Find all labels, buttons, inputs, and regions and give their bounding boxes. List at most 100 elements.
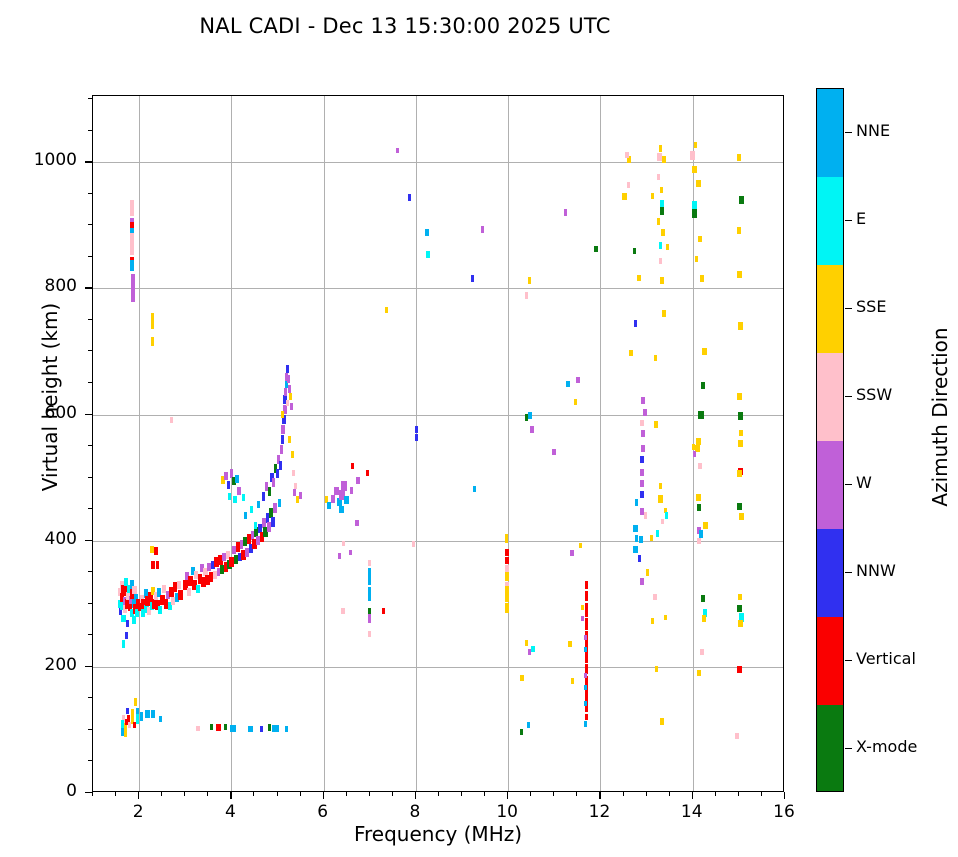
- echo-point: [640, 456, 644, 464]
- x-tick-minor: [184, 792, 186, 796]
- echo-point: [292, 489, 296, 497]
- echo-point: [666, 243, 670, 250]
- echo-point: [504, 533, 509, 543]
- echo-point: [368, 614, 372, 624]
- echo-point: [150, 546, 154, 554]
- echo-point: [270, 473, 274, 483]
- echo-point: [226, 481, 231, 490]
- echo-point: [698, 236, 702, 243]
- echo-point: [627, 156, 631, 164]
- colorbar-segment-vertical[interactable]: [817, 617, 843, 705]
- echo-point: [581, 616, 585, 622]
- echo-point: [327, 501, 332, 509]
- gridline-horizontal: [93, 288, 783, 290]
- colorbar-segment-sse[interactable]: [817, 265, 843, 353]
- echo-point: [736, 153, 742, 161]
- echo-point: [505, 564, 510, 572]
- colorbar-segment-w[interactable]: [817, 441, 843, 529]
- echo-point: [342, 540, 346, 546]
- colorbar-tick: [845, 220, 852, 222]
- x-tick-minor: [345, 792, 347, 796]
- echo-point: [243, 537, 248, 547]
- echo-point: [274, 464, 278, 474]
- echo-point: [697, 537, 702, 544]
- echo-point: [243, 511, 247, 519]
- echo-point: [663, 507, 667, 513]
- echo-point: [241, 494, 245, 502]
- echo-point: [221, 476, 225, 485]
- echo-point: [368, 593, 372, 602]
- echo-point: [285, 380, 289, 389]
- colorbar-segment-nnw[interactable]: [817, 529, 843, 617]
- echo-point: [176, 580, 181, 589]
- y-tick-minor: [88, 476, 92, 478]
- colorbar-tick: [845, 572, 852, 574]
- echo-point: [693, 141, 698, 148]
- echo-point: [155, 600, 160, 611]
- echo-point: [585, 704, 589, 713]
- echo-point: [649, 535, 653, 542]
- x-tick-minor: [553, 792, 555, 796]
- echo-point: [594, 246, 598, 253]
- colorbar-segment-e[interactable]: [817, 177, 843, 265]
- echo-point: [355, 520, 359, 527]
- x-tick-minor: [391, 792, 393, 796]
- colorbar-title: Azimuth Direction: [928, 327, 952, 507]
- echo-point: [695, 437, 701, 445]
- echo-point: [263, 526, 268, 537]
- echo-point: [285, 372, 289, 381]
- colorbar-segment-x-mode[interactable]: [817, 705, 843, 791]
- echo-point: [123, 604, 128, 613]
- azimuth-colorbar[interactable]: [816, 88, 844, 792]
- echo-point: [584, 646, 588, 652]
- echo-point: [738, 322, 743, 331]
- echo-point: [660, 207, 665, 216]
- y-tick-minor: [88, 571, 92, 573]
- echo-point: [415, 426, 419, 434]
- x-tick-minor: [207, 792, 209, 796]
- colorbar-label-w: W: [856, 473, 872, 492]
- echo-point: [658, 257, 663, 264]
- echo-point: [659, 186, 664, 193]
- echo-point: [334, 487, 339, 496]
- echo-point: [473, 485, 477, 492]
- echo-point: [121, 728, 125, 737]
- echo-point: [568, 641, 572, 648]
- colorbar-tick: [845, 660, 852, 662]
- y-tick-minor: [88, 728, 92, 730]
- echo-point: [286, 400, 290, 407]
- x-tick-label: 8: [409, 802, 421, 822]
- echo-point: [368, 607, 372, 615]
- echo-point: [738, 440, 743, 448]
- echo-point: [584, 684, 588, 690]
- echo-point: [125, 620, 129, 628]
- echo-point: [285, 725, 289, 732]
- echo-point: [256, 500, 260, 508]
- echo-point: [735, 733, 739, 740]
- echo-point: [284, 387, 288, 396]
- x-tick-major: [507, 792, 509, 799]
- y-tick-label: 200: [44, 654, 77, 675]
- echo-point: [330, 495, 336, 504]
- echo-point: [141, 598, 147, 609]
- x-tick-minor: [368, 792, 370, 796]
- x-tick-major: [138, 792, 140, 799]
- colorbar-segment-nne[interactable]: [817, 89, 843, 177]
- echo-point: [224, 724, 228, 731]
- echo-point: [702, 347, 708, 355]
- echo-point: [126, 714, 130, 723]
- x-tick-minor: [276, 792, 278, 796]
- colorbar-segment-ssw[interactable]: [817, 353, 843, 441]
- echo-point: [626, 181, 630, 188]
- echo-point: [426, 250, 430, 258]
- echo-point: [276, 455, 281, 465]
- colorbar-tick: [845, 396, 852, 398]
- echo-point: [645, 568, 650, 576]
- x-tick-minor: [299, 792, 301, 796]
- echo-point: [246, 534, 252, 545]
- y-tick-major: [85, 792, 92, 794]
- echo-point: [117, 599, 122, 608]
- echo-point: [656, 529, 660, 537]
- echo-point: [350, 463, 354, 470]
- x-tick-major: [691, 792, 694, 799]
